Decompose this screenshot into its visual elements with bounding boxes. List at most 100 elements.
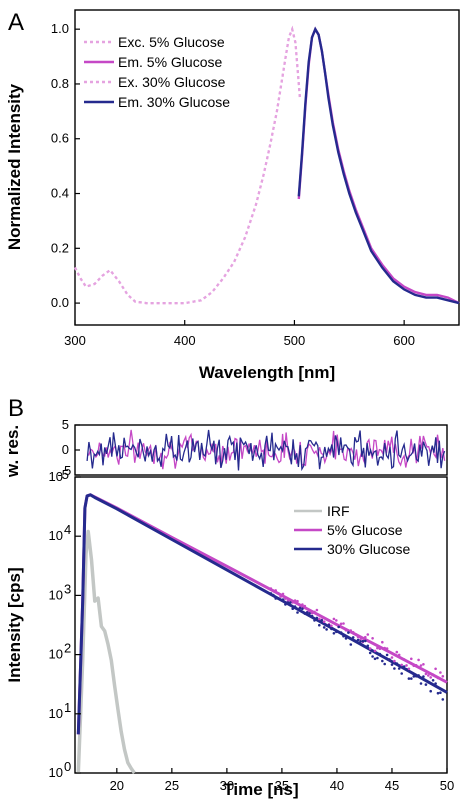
decay-data-point xyxy=(298,606,302,610)
decay-data-point xyxy=(330,627,333,631)
spectra-y-axis: 0.0 0.2 0.4 0.6 0.8 1.0 xyxy=(51,21,80,310)
decay-data-point xyxy=(373,649,377,653)
residuals-series-group xyxy=(86,429,446,472)
spectra-y-tick-label: 0.0 xyxy=(51,295,69,310)
decay-data-point xyxy=(274,597,278,600)
decay-data-point xyxy=(407,677,411,680)
decay-data-point xyxy=(419,682,423,685)
decay-data-point xyxy=(274,589,278,592)
decay-data-point xyxy=(429,676,433,679)
decay-data-point xyxy=(322,626,326,629)
decay-data-point xyxy=(301,607,304,610)
decay-data-point xyxy=(371,655,374,658)
decay-data-point xyxy=(301,603,304,606)
decay-data-point xyxy=(373,657,377,661)
decay-data-point xyxy=(361,639,365,643)
decay-data-point xyxy=(402,665,406,668)
decay-data-point xyxy=(313,619,316,622)
decay-data-point xyxy=(293,599,297,602)
decay-data-point xyxy=(351,631,355,634)
decay-data-point xyxy=(436,676,440,680)
panel-a-label: A xyxy=(8,9,24,36)
decay-data-point xyxy=(405,667,408,671)
decay-data-point xyxy=(310,611,314,615)
residuals-y-tick-label: -5 xyxy=(57,467,69,482)
decay-data-point xyxy=(315,616,319,620)
decay-data-point xyxy=(313,610,316,614)
decay-data-point xyxy=(407,667,411,671)
decay-data-point xyxy=(390,656,394,659)
decay-data-point xyxy=(424,672,428,676)
decay-data-point xyxy=(322,620,326,623)
decay-data-point xyxy=(284,603,287,606)
decay-y-tick-label: 10 xyxy=(49,587,63,602)
residuals-y-axis-title: w. res. xyxy=(3,425,22,478)
decay-y-tick-exponent: 4 xyxy=(64,522,71,537)
decay-data-point xyxy=(272,593,275,597)
decay-data-point xyxy=(332,632,336,635)
decay-data-point xyxy=(269,587,273,590)
decay-series-1 xyxy=(76,529,136,775)
decay-data-point xyxy=(305,611,309,614)
decay-data-point xyxy=(422,675,425,678)
decay-data-point xyxy=(410,677,413,680)
decay-y-tick-label: 10 xyxy=(49,469,63,484)
decay-data-point xyxy=(431,679,435,682)
decay-data-point xyxy=(308,612,311,615)
decay-x-tick-label: 30 xyxy=(220,778,234,793)
decay-data-point xyxy=(414,664,418,667)
decay-data-point xyxy=(347,631,350,634)
decay-data-point xyxy=(325,628,328,631)
decay-data-point xyxy=(395,662,399,665)
residuals-series-1 xyxy=(86,429,446,470)
decay-x-tick-label: 25 xyxy=(165,778,179,793)
spectra-y-axis-title: Normalized Intensity xyxy=(5,83,24,250)
spectra-series-4 xyxy=(297,26,460,305)
decay-data-point xyxy=(434,682,437,685)
decay-data-point xyxy=(351,636,355,639)
decay-data-point xyxy=(417,658,420,662)
decay-data-point xyxy=(279,598,282,602)
decay-data-point xyxy=(342,622,345,625)
decay-series-group xyxy=(76,493,448,775)
decay-data-point xyxy=(296,599,299,603)
decay-data-point xyxy=(347,629,350,632)
decay-data-point xyxy=(303,604,307,608)
decay-data-point xyxy=(356,635,360,639)
decay-data-point xyxy=(269,592,273,595)
decay-data-point xyxy=(359,638,362,641)
spectra-legend-label: Em. 30% Glucose xyxy=(118,94,230,110)
decay-data-point xyxy=(366,644,370,648)
decay-data-point xyxy=(383,662,387,666)
decay-data-point xyxy=(385,653,389,657)
decay-data-point xyxy=(291,607,295,610)
decay-data-point xyxy=(349,643,353,646)
spectra-legend-label: Exc. 5% Glucose xyxy=(118,34,225,50)
decay-data-point xyxy=(397,653,401,657)
spectra-legend-label: Ex. 30% Glucose xyxy=(118,74,226,90)
decay-data-point xyxy=(388,658,391,661)
residuals-chart: -5 0 5 w. res. xyxy=(3,417,448,482)
decay-y-tick-label: 10 xyxy=(49,706,63,721)
spectra-y-tick-label: 0.4 xyxy=(51,186,69,201)
decay-data-point xyxy=(376,656,379,660)
decay-data-point xyxy=(395,650,399,654)
decay-data-point xyxy=(281,598,285,601)
spectra-x-tick-label: 300 xyxy=(64,333,86,348)
decay-data-point xyxy=(427,681,430,684)
decay-data-point xyxy=(378,652,382,656)
decay-data-point xyxy=(289,601,292,604)
decay-y-tick-exponent: 1 xyxy=(64,700,71,715)
decay-data-point xyxy=(400,672,404,675)
decay-data-point xyxy=(366,633,370,636)
decay-y-tick-exponent: 3 xyxy=(64,581,71,596)
decay-legend: IRF 5% Glucose 30% Glucose xyxy=(294,503,410,557)
decay-data-point xyxy=(439,691,442,694)
decay-data-point xyxy=(276,592,280,595)
decay-data-point xyxy=(356,638,360,642)
decay-data-point xyxy=(410,657,413,661)
decay-data-point xyxy=(385,647,389,650)
decay-data-point xyxy=(434,667,437,671)
decay-data-point xyxy=(368,647,372,650)
